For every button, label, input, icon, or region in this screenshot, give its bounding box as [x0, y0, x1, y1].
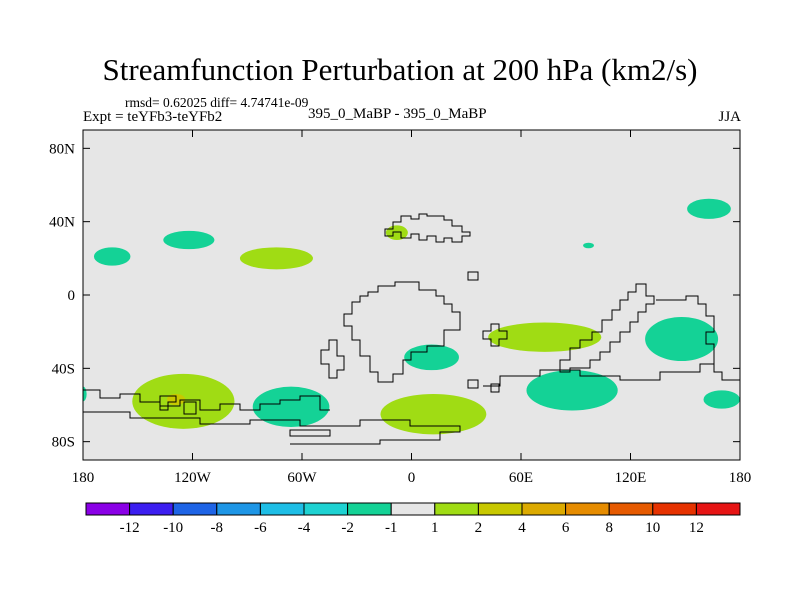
x-tick-label: 180 — [72, 470, 95, 486]
season-label: JJA — [718, 109, 741, 125]
case-label: 395_0_MaBP - 395_0_MaBP — [308, 106, 487, 122]
colorbar-swatch — [434, 502, 479, 516]
colorbar-label: 12 — [689, 520, 704, 536]
anomaly-region-6 — [645, 317, 719, 361]
colorbar-label: 1 — [431, 520, 439, 536]
experiment-label: Expt = teYFb3-teYFb2 — [83, 109, 223, 125]
anomaly-region-11 — [380, 394, 487, 435]
anomaly-region-4 — [583, 242, 595, 249]
y-tick-label: 80N — [49, 141, 75, 157]
colorbar-label: -4 — [298, 520, 311, 536]
anomaly-regions — [83, 198, 740, 435]
colorbar-label: -6 — [254, 520, 267, 536]
stats-line: rmsd= 0.62025 diff= 4.74741e-09 — [125, 95, 309, 110]
y-tick-label: 0 — [68, 288, 76, 304]
colorbar-swatch — [259, 502, 305, 516]
anomaly-region-10 — [703, 390, 740, 409]
coastline-outlines — [83, 213, 740, 445]
colorbar-label: 6 — [562, 520, 570, 536]
colorbar-swatch — [652, 502, 697, 516]
colorbar-swatch — [565, 502, 610, 516]
anomaly-region-8 — [404, 344, 459, 371]
colorbar — [85, 502, 741, 516]
colorbar-label: 10 — [645, 520, 660, 536]
anomaly-region-2 — [239, 247, 313, 270]
colorbar-swatch — [390, 502, 436, 516]
anomaly-region-5 — [687, 198, 731, 219]
x-tick-label: 180 — [729, 470, 752, 486]
colorbar-swatch — [608, 502, 654, 516]
axis-ticks — [82, 130, 741, 460]
anomaly-region-14 — [252, 386, 330, 428]
x-tick-label: 120E — [615, 470, 647, 486]
chart-title: Streamfunction Perturbation at 200 hPa (… — [102, 52, 698, 87]
y-tick-label: 40S — [52, 361, 75, 377]
colorbar-swatch — [85, 502, 131, 516]
colorbar-label: -12 — [120, 520, 140, 536]
colorbar-label: 4 — [518, 520, 526, 536]
anomaly-region-0 — [93, 247, 131, 266]
x-tick-label: 120W — [174, 470, 212, 486]
colorbar-labels: -12 -10 -8 -6 -4 -2 -1 1 2 4 6 8 10 12 — [120, 520, 704, 536]
x-tick-label: 60W — [287, 470, 317, 486]
anomaly-region-1 — [163, 230, 215, 250]
colorbar-swatch — [216, 502, 261, 516]
colorbar-label: -2 — [341, 520, 354, 536]
axis-tick-labels: 180 120W 60W 0 60E 120E 180 80N 40N 0 40S 80S — [49, 141, 751, 486]
y-tick-label: 40N — [49, 215, 75, 231]
colorbar-swatch — [172, 502, 218, 516]
colorbar-label: -1 — [385, 520, 398, 536]
colorbar-label: -8 — [211, 520, 224, 536]
colorbar-label: 2 — [475, 520, 483, 536]
colorbar-label: -10 — [163, 520, 183, 536]
anomaly-region-7 — [488, 322, 602, 352]
colorbar-label: 8 — [605, 520, 613, 536]
colorbar-swatch — [477, 502, 523, 516]
colorbar-swatch — [347, 502, 392, 516]
y-tick-label: 80S — [52, 435, 75, 451]
x-tick-label: 0 — [408, 470, 416, 486]
colorbar-swatch — [695, 502, 741, 516]
colorbar-swatch — [521, 502, 567, 516]
x-tick-label: 60E — [509, 470, 533, 486]
anomaly-region-9 — [526, 370, 618, 411]
colorbar-swatch — [129, 502, 174, 516]
colorbar-swatch — [303, 502, 349, 516]
